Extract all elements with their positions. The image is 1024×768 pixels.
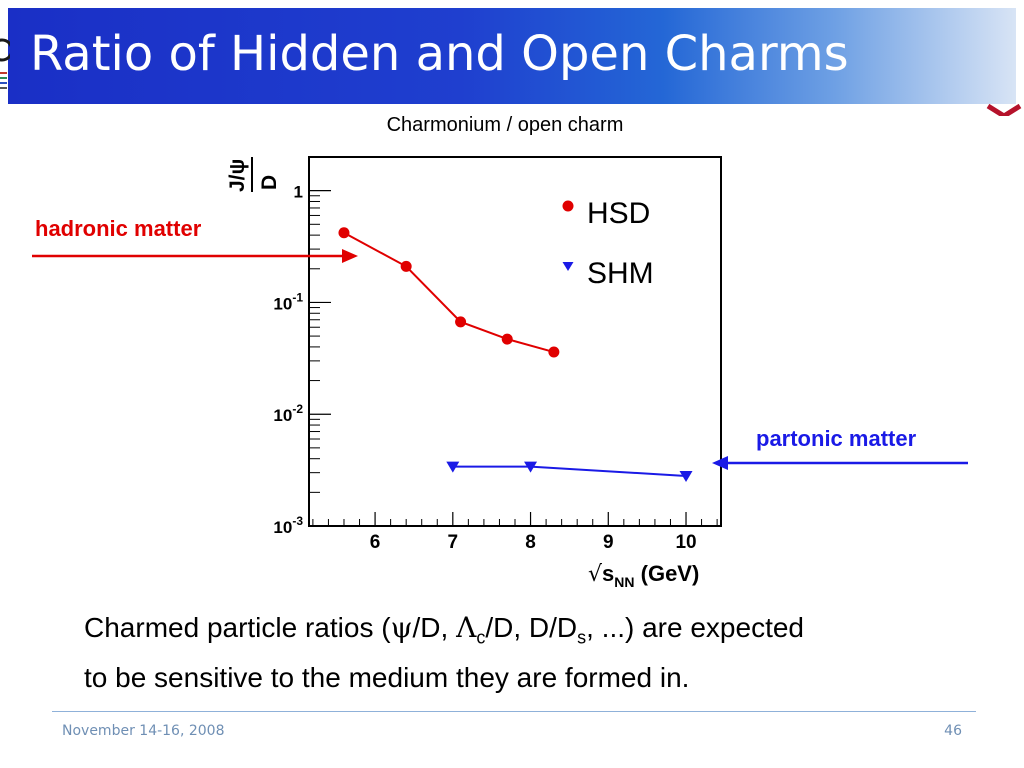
y-axis-label-numerator: J/ψ: [226, 159, 249, 192]
institution-logo-right: [986, 103, 1022, 116]
shm-series-line: [452, 465, 687, 478]
x-tick-label: 6: [370, 532, 381, 553]
page-number: 46: [944, 723, 962, 739]
hsd-data-point: [455, 316, 467, 328]
x-tick-label: 10: [675, 532, 696, 553]
shm-data-point: [446, 461, 460, 473]
partonic-matter-label: partonic matter: [756, 426, 917, 451]
title-bar: Ratio of Hidden and Open Charms: [8, 8, 1016, 104]
x-tick-label: 9: [603, 532, 614, 553]
x-axis-label: √sNN (GeV): [588, 561, 699, 590]
hsd-data-point: [338, 227, 350, 239]
conference-logo-left: [0, 38, 10, 89]
hsd-data-point: [400, 260, 412, 272]
y-tick-label: 10-1: [273, 290, 303, 313]
footer-date: November 14-16, 2008: [62, 723, 225, 739]
y-tick-label: 1: [294, 183, 303, 202]
slide-title: Ratio of Hidden and Open Charms: [30, 26, 849, 82]
legend-marker-hsd: [562, 200, 574, 212]
legend-label-hsd: HSD: [587, 197, 650, 230]
title-divider: [222, 104, 722, 108]
legend-label-shm: SHM: [587, 257, 654, 290]
hsd-data-point: [548, 346, 560, 358]
x-tick-label: 8: [525, 532, 536, 553]
hsd-data-point: [501, 333, 513, 345]
shm-data-point: [524, 461, 538, 473]
footer-divider: [52, 711, 976, 712]
body-text: Charmed particle ratios (ψ/D, Λc/D, D/Ds…: [84, 611, 804, 693]
y-tick-label: 10-3: [273, 514, 303, 537]
legend-marker-shm: [562, 262, 574, 271]
shm-data-point: [679, 471, 693, 483]
x-tick-label: 7: [448, 532, 459, 553]
hsd-series-line: [343, 231, 555, 353]
y-axis-label-denominator: D: [258, 175, 281, 190]
hadronic-matter-label: hadronic matter: [35, 216, 202, 241]
y-tick-label: 10-2: [273, 402, 303, 425]
hadronic-arrow-head: [342, 249, 358, 263]
partonic-arrow-head: [712, 456, 728, 470]
chart-title: Charmonium / open charm: [386, 114, 624, 136]
